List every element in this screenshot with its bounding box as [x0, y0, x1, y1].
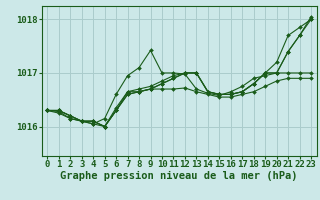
X-axis label: Graphe pression niveau de la mer (hPa): Graphe pression niveau de la mer (hPa) — [60, 171, 298, 181]
